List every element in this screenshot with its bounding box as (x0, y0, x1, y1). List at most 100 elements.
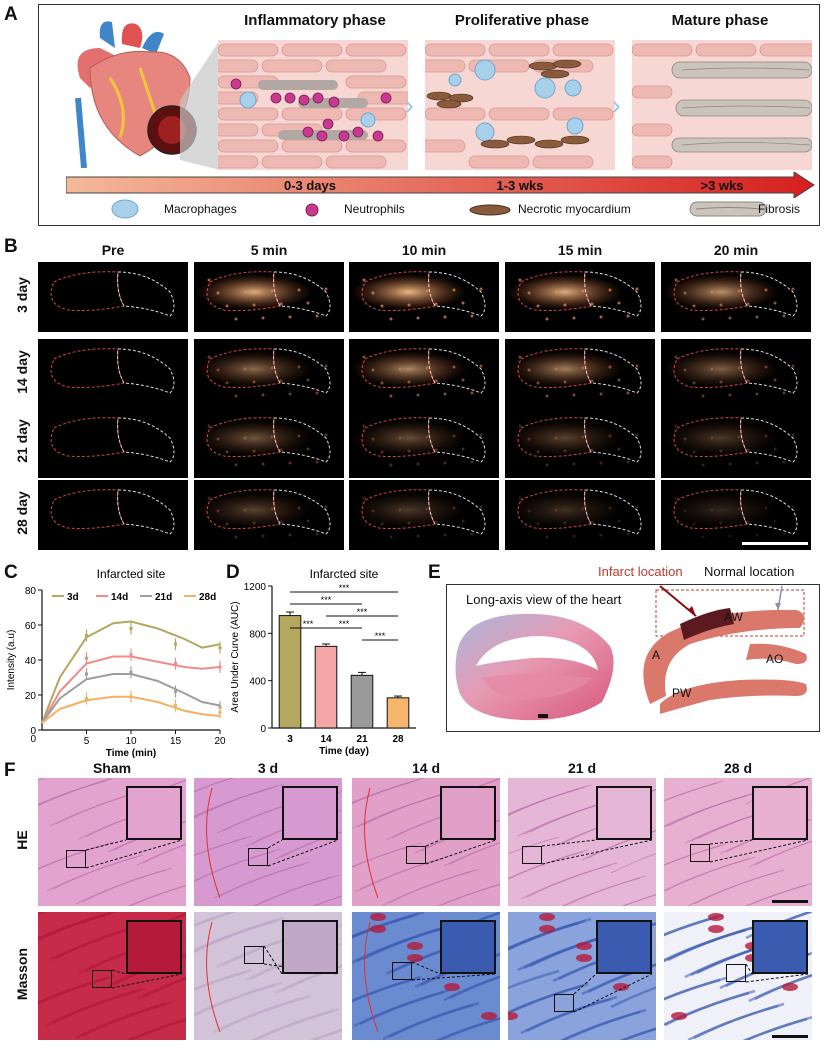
label-pw: PW (672, 686, 692, 700)
zoom-inset (440, 920, 496, 974)
chart-title: Infarcted site (310, 567, 379, 581)
chevron-right-icon: › (612, 90, 621, 120)
ultrasound-image (505, 408, 655, 478)
bar-3 (278, 615, 302, 729)
data-point-28d (218, 711, 222, 714)
significance-label: *** (375, 631, 386, 641)
column-header-4: 20 min (713, 242, 759, 258)
legend-entry-3d: 3d (67, 592, 79, 603)
zoom-region-box (726, 964, 746, 982)
ultrasound-image (38, 480, 188, 550)
ultrasound-image (349, 339, 499, 409)
y-tick-label: 0 (260, 724, 266, 735)
histology-image (194, 778, 342, 906)
x-tick-label: 5 (84, 736, 90, 747)
y-tick-label: 40 (25, 656, 37, 667)
panel-a-frame (38, 4, 820, 226)
legend-necrotic-myocardium: Necrotic myocardium (518, 202, 631, 216)
column-header-2: 10 min (401, 242, 447, 258)
histology-image (194, 912, 342, 1040)
x-tick-label: 14 (320, 734, 332, 745)
ultrasound-image (505, 262, 655, 332)
legend-fibrosis: Fibrosis (758, 202, 801, 216)
y-tick-label: 400 (249, 677, 266, 688)
line-chart-c: Infarcted site 0 20 40 60 80 5 10 15 20 0 Time (min… (6, 567, 226, 759)
x-axis-label: Time (day) (319, 746, 369, 757)
row-label-0: HE (14, 830, 30, 850)
column-header-2: 14 d (411, 760, 440, 776)
timeline-arrow (66, 172, 815, 198)
macrophage-icon (111, 199, 139, 219)
zoom-inset (596, 786, 652, 840)
tissue-proliferative (404, 40, 615, 170)
magnification-cone (180, 40, 220, 170)
zoom-region-box (66, 850, 86, 868)
data-point-21d (85, 672, 88, 676)
legend-entry-21d: 21d (155, 592, 172, 603)
zoom-region-box (392, 962, 412, 980)
zoom-inset (752, 920, 808, 974)
data-point-3d (129, 627, 133, 630)
row-label-0: 3 day (14, 277, 30, 313)
row-label-1: Masson (14, 947, 30, 1001)
ultrasound-image (349, 262, 499, 332)
panel-a-label: A (4, 4, 18, 25)
column-header-4: 28 d (723, 760, 752, 776)
histology-image (38, 778, 186, 906)
ultrasound-image (38, 339, 188, 409)
column-header-1: 3 d (257, 760, 279, 776)
zoom-region-box (690, 844, 710, 862)
infarct-location-label: Infarct location (598, 564, 683, 579)
panel-c-label: C (4, 562, 18, 583)
x-tick-label: 20 (214, 736, 226, 747)
bar-21 (350, 674, 374, 729)
phase-title-inflammatory: Inflammatory phase (244, 12, 386, 29)
ultrasound-image (661, 262, 811, 332)
histology-image (508, 778, 656, 906)
row-label-2: 21 day (14, 419, 30, 463)
data-point-28d (174, 704, 177, 707)
row-label-1: 14 day (14, 350, 30, 394)
x-tick-label: 28 (392, 734, 404, 745)
x-tick-label: 10 (125, 736, 137, 747)
zoom-inset (596, 920, 652, 974)
label-ao: AO (766, 652, 784, 666)
histology-image (38, 912, 186, 1040)
zoom-region-box (244, 946, 264, 964)
zoom-region-box (248, 848, 268, 866)
significance-label: *** (303, 619, 314, 629)
ultrasound-image (505, 480, 655, 550)
panel-e-label: E (428, 562, 441, 583)
data-point-3d (174, 642, 177, 646)
necrotic-icon (469, 204, 511, 216)
zoom-inset (282, 786, 338, 840)
panel-d-label: D (226, 562, 240, 583)
significance-label: *** (339, 619, 350, 629)
scale-bar-he (772, 900, 808, 903)
chevron-right-icon: › (405, 90, 414, 120)
y-tick-label: 20 (25, 691, 37, 702)
data-point-28d (85, 697, 88, 700)
panel-b-label: B (4, 236, 18, 257)
y-tick-label: 1200 (244, 582, 267, 593)
ultrasound-image (349, 408, 499, 478)
zoom-inset (752, 786, 808, 840)
data-point-14d (174, 662, 177, 665)
phase-title-proliferative: Proliferative phase (454, 12, 590, 29)
zoom-inset (126, 786, 182, 840)
zoom-inset (440, 786, 496, 840)
data-point-3d (85, 634, 88, 637)
y-tick-label: 800 (249, 629, 266, 640)
zoom-region-box (92, 970, 112, 988)
ultrasound-image (194, 339, 344, 409)
timeline-label-1: 1-3 wks (496, 178, 544, 193)
normal-location-label: Normal location (704, 564, 795, 579)
row-label-3: 28 day (14, 491, 30, 535)
significance-label: *** (321, 595, 332, 605)
y-axis-label: Area Under Curve (AUC) (230, 601, 241, 712)
x-tick-label: 21 (356, 734, 368, 745)
column-header-3: 15 min (557, 242, 603, 258)
ultrasound-image (349, 480, 499, 550)
data-point-14d (129, 653, 133, 657)
column-header-0: Pre (101, 242, 125, 258)
